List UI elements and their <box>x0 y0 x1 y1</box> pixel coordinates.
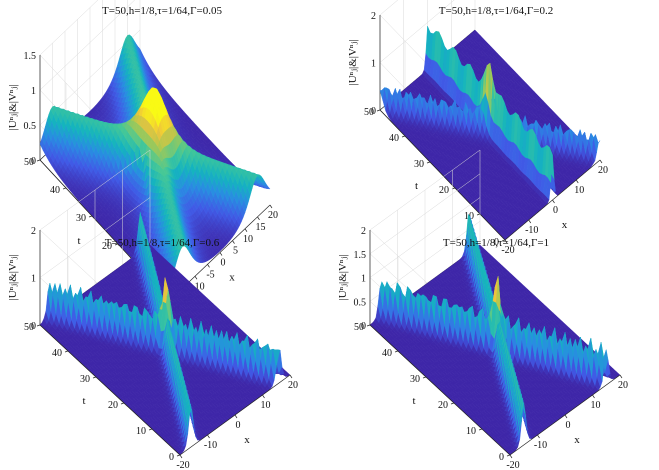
t-tick-label: 20 <box>108 400 118 411</box>
x-tick-label: 20 <box>618 380 628 391</box>
z-tick-label: 1.5 <box>24 51 37 62</box>
x-tick-label: 20 <box>268 210 278 221</box>
x-tick-label: 10 <box>574 185 584 196</box>
x-tick-label: 0 <box>221 258 226 269</box>
z-tick-label: 1 <box>31 274 36 285</box>
t-tick-label: 0 <box>494 237 499 248</box>
x-tick-label: 15 <box>256 222 266 233</box>
t-tick-label: 0 <box>499 452 504 463</box>
surface-plot-gamma-1: -20-10010200102030405000.511.52xt|Uⁿⱼ|&|… <box>337 149 628 470</box>
x-tick-label: -5 <box>206 269 214 280</box>
t-tick-label: 50 <box>354 322 364 333</box>
z-tick-label: 0.5 <box>354 297 367 308</box>
x-tick-label: -10 <box>525 225 538 236</box>
t-axis-label: t <box>77 235 80 247</box>
t-axis-line <box>369 324 511 456</box>
plot-title: T=50,h=1/8,τ=1/64,Γ=0.6 <box>105 237 220 249</box>
t-tick-label: 40 <box>52 348 62 359</box>
t-axis-line <box>379 109 506 241</box>
axes: -20-10010200102030405000.511.52xt|Uⁿⱼ|&|… <box>337 226 628 470</box>
z-tick-label: 1 <box>371 59 376 70</box>
t-tick-label: 30 <box>414 159 424 170</box>
z-tick-label: 2 <box>371 11 376 22</box>
x-axis-label: x <box>574 434 580 446</box>
t-axis-label: t <box>412 395 415 407</box>
t-tick-label: 20 <box>102 241 112 252</box>
surface-mesh <box>379 26 601 241</box>
t-axis-line <box>39 324 181 456</box>
t-tick-label: 20 <box>439 185 449 196</box>
x-tick-label: 0 <box>566 420 571 431</box>
z-tick-label: 0 <box>361 321 366 332</box>
t-axis-label: t <box>82 395 85 407</box>
t-tick-label: 50 <box>24 322 34 333</box>
t-tick-label: 40 <box>389 133 399 144</box>
plot-title: T=50,h=1/8,τ=1/64,Γ=0.2 <box>439 5 553 17</box>
x-axis-label: x <box>229 272 235 284</box>
t-tick-label: 10 <box>466 426 476 437</box>
z-tick-label: 1 <box>31 86 36 97</box>
surface-mesh <box>369 213 621 456</box>
x-axis-label: x <box>244 434 250 446</box>
t-tick-label: 30 <box>410 374 420 385</box>
x-tick-label: 20 <box>288 380 298 391</box>
z-tick-label: 0 <box>31 321 36 332</box>
x-tick-label: -10 <box>534 440 547 451</box>
x-tick-label: -20 <box>176 460 189 470</box>
x-tick-label: 20 <box>598 165 608 176</box>
z-tick-label: 0.5 <box>24 121 37 132</box>
x-tick-label: 10 <box>261 400 271 411</box>
t-tick-label: 0 <box>169 452 174 463</box>
z-tick-label: 0 <box>371 106 376 117</box>
t-tick-label: 50 <box>24 157 34 168</box>
surface-mesh <box>39 34 271 285</box>
z-tick-label: 1 <box>361 274 366 285</box>
z-tick-label: 1.5 <box>354 250 367 261</box>
t-tick-label: 10 <box>136 426 146 437</box>
t-axis-label: t <box>415 180 418 192</box>
x-tick-label: -20 <box>506 460 519 470</box>
z-tick-label: 0 <box>31 156 36 167</box>
z-axis-label: |Uⁿⱼ|&|Vⁿⱼ| <box>7 85 19 131</box>
t-tick-label: 20 <box>438 400 448 411</box>
x-tick-label: -10 <box>204 440 217 451</box>
z-axis-label: |Uⁿⱼ|&|Vⁿⱼ| <box>337 255 349 301</box>
t-tick-label: 50 <box>364 107 374 118</box>
x-axis-label: x <box>562 219 568 231</box>
plot-title: T=50,h=1/8,τ=1/64,Γ=1 <box>443 237 549 249</box>
z-tick-label: 2 <box>31 226 36 237</box>
x-tick-label: -20 <box>501 245 514 256</box>
x-tick-label: 0 <box>553 205 558 216</box>
t-tick-label: 40 <box>50 185 60 196</box>
x-tick-label: 10 <box>591 400 601 411</box>
x-tick-label: -10 <box>191 281 204 292</box>
x-tick-label: 10 <box>243 234 253 245</box>
surface-mesh <box>39 212 291 456</box>
t-tick-label: 30 <box>76 213 86 224</box>
t-tick-label: 30 <box>80 374 90 385</box>
t-tick-label: 40 <box>382 348 392 359</box>
x-tick-label: 0 <box>236 420 241 431</box>
surface-plot-gamma-0-2: -20-100102001020304050012xt|Uⁿⱼ|&|Vⁿⱼ|T=… <box>347 0 608 256</box>
plot-title: T=50,h=1/8,τ=1/64,Γ=0.05 <box>102 5 222 17</box>
surface-plot-gamma-0-05: -20-15-10-5051015200102030405000.511.5xt… <box>7 0 278 316</box>
x-tick-label: 5 <box>233 246 238 257</box>
z-tick-label: 2 <box>361 226 366 237</box>
surface-plot-gamma-0-6: -20-100102001020304050012xt|Uⁿⱼ|&|Vⁿⱼ|T=… <box>7 149 298 470</box>
z-axis-label: |Uⁿⱼ|&|Vⁿⱼ| <box>7 255 19 301</box>
z-axis-label: |Uⁿⱼ|&|Vⁿⱼ| <box>347 40 359 86</box>
